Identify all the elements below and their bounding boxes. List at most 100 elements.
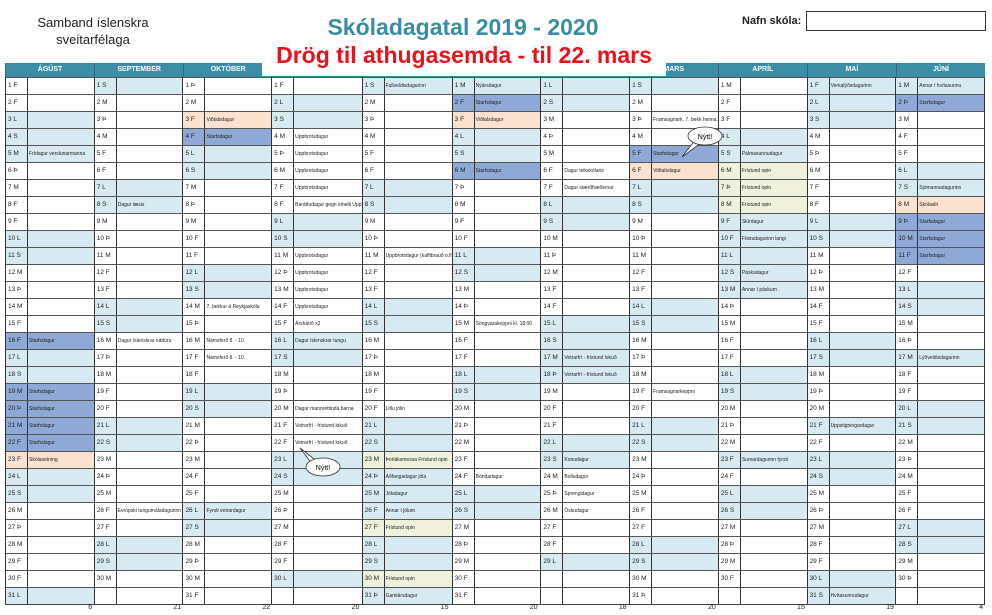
day-row[interactable]: 14 M 7. bekkur á Reykjaskóla	[183, 298, 272, 315]
day-row[interactable]	[896, 587, 984, 604]
day-row[interactable]: 28 S	[896, 536, 984, 553]
day-row[interactable]: 20 M	[452, 400, 541, 417]
day-row[interactable]: 28 Þ	[718, 536, 807, 553]
day-row[interactable]: 17 Þ	[630, 349, 718, 366]
day-row[interactable]: 14 L	[630, 298, 718, 315]
day-row[interactable]: 1 F Verkalýðsdagurinn	[807, 77, 896, 94]
day-row[interactable]: 3 F Viðtalsdagur	[183, 111, 272, 128]
day-row[interactable]: 16 M Námsferð 8. - 10.	[183, 332, 272, 349]
day-row[interactable]: 9 Þ Starfsdagur	[896, 213, 984, 230]
day-row[interactable]: 15 F	[807, 315, 896, 332]
day-row[interactable]: 20 M	[807, 400, 896, 417]
day-row[interactable]: 20 F Litlu jólin	[362, 400, 452, 417]
day-row[interactable]: 20 F	[630, 400, 718, 417]
day-row[interactable]: 29 F	[272, 553, 362, 570]
day-row[interactable]: 28 M	[183, 536, 272, 553]
day-row[interactable]: 13 F	[94, 281, 183, 298]
day-row[interactable]: 1 F	[6, 77, 94, 94]
day-row[interactable]: 29 M	[718, 553, 807, 570]
day-row[interactable]: 6 F Viðtalsdagur	[630, 162, 718, 179]
day-row[interactable]: 20 F	[541, 400, 630, 417]
day-row[interactable]: 26 L Fyrsti vetrardagur	[183, 502, 272, 519]
day-row[interactable]: 15 S	[630, 315, 718, 332]
day-row[interactable]: 26 F	[896, 502, 984, 519]
day-row[interactable]: 27 F	[541, 519, 630, 536]
day-row[interactable]: 3 M	[541, 111, 630, 128]
day-row[interactable]: 19 F Framsagnarkeppni	[630, 383, 718, 400]
day-row[interactable]: 29 S	[362, 553, 452, 570]
day-row[interactable]: 10 M	[541, 230, 630, 247]
day-row[interactable]: 7 Þ	[452, 179, 541, 196]
day-row[interactable]: 18 L	[718, 366, 807, 383]
day-row[interactable]: 5 S	[452, 145, 541, 162]
day-row[interactable]: 23 L	[807, 451, 896, 468]
day-row[interactable]: 14 F	[807, 298, 896, 315]
day-row[interactable]: 17 F	[718, 349, 807, 366]
day-row[interactable]: 8 S Dagur læsis	[94, 196, 183, 213]
day-row[interactable]: 18 S	[6, 366, 94, 383]
day-row[interactable]: 21 Þ	[452, 417, 541, 434]
day-row[interactable]: 2 F Starfsdagur	[452, 94, 541, 111]
day-row[interactable]: 24 Þ Aðfangadagur jóla	[362, 468, 452, 485]
day-row[interactable]: 28 F	[272, 536, 362, 553]
day-row[interactable]: 29 F	[807, 553, 896, 570]
day-row[interactable]: 12 F	[896, 264, 984, 281]
day-row[interactable]: 5 F	[362, 145, 452, 162]
day-row[interactable]: 15 M Söngvarakeppni kl. 18:00	[452, 315, 541, 332]
day-row[interactable]: 10 Þ	[362, 230, 452, 247]
day-row[interactable]: 13 M Annar í páskum	[718, 281, 807, 298]
day-row[interactable]: 10 F	[183, 230, 272, 247]
day-row[interactable]: 14 Þ	[452, 298, 541, 315]
day-row[interactable]: 25 M	[630, 485, 718, 502]
day-row[interactable]: 8 F	[6, 196, 94, 213]
day-row[interactable]: 17 M Vetrarfrí - frístund lokuð	[541, 349, 630, 366]
day-row[interactable]: 22 M	[896, 434, 984, 451]
day-row[interactable]: 13 M	[452, 281, 541, 298]
day-row[interactable]: 6 F	[362, 162, 452, 179]
day-row[interactable]: 13 F	[362, 281, 452, 298]
day-row[interactable]: 28 L	[94, 536, 183, 553]
day-row[interactable]: 8 M Skólaslit	[896, 196, 984, 213]
day-row[interactable]: 22 F	[807, 434, 896, 451]
day-row[interactable]	[94, 587, 183, 604]
day-row[interactable]: 20 Þ Starfsdagur	[6, 400, 94, 417]
day-row[interactable]: 30 M	[94, 570, 183, 587]
day-row[interactable]: 7 Þ Frístund opin	[718, 179, 807, 196]
day-row[interactable]: 8 S	[630, 196, 718, 213]
day-row[interactable]: 16 F	[718, 332, 807, 349]
day-row[interactable]: 4 M Uppbrotsdagur	[272, 128, 362, 145]
day-row[interactable]: 9 F Skírdagur	[718, 213, 807, 230]
day-row[interactable]: 15 S	[362, 315, 452, 332]
day-row[interactable]: 8 Þ	[183, 196, 272, 213]
day-row[interactable]: 14 Þ	[718, 298, 807, 315]
day-row[interactable]: 17 S	[272, 349, 362, 366]
day-row[interactable]: 19 Þ	[807, 383, 896, 400]
day-row[interactable]: 25 L	[452, 485, 541, 502]
day-row[interactable]: 5 L	[183, 145, 272, 162]
day-row[interactable]: 26 F	[630, 502, 718, 519]
day-row[interactable]: 11 M	[807, 247, 896, 264]
day-row[interactable]: 12 S	[452, 264, 541, 281]
day-row[interactable]: 4 Þ	[541, 128, 630, 145]
day-row[interactable]: 4 L	[718, 128, 807, 145]
day-row[interactable]: 2 M	[94, 94, 183, 111]
day-row[interactable]: 18 M	[630, 366, 718, 383]
day-row[interactable]: 4 M	[630, 128, 718, 145]
day-row[interactable]: 19 M	[541, 383, 630, 400]
day-row[interactable]: 21 M Starfsdagur	[6, 417, 94, 434]
day-row[interactable]: 12 L	[183, 264, 272, 281]
day-row[interactable]: 21 F	[541, 417, 630, 434]
day-row[interactable]	[272, 587, 362, 604]
day-row[interactable]: 9 F	[452, 213, 541, 230]
day-row[interactable]: 2 Þ Starfsdagur	[896, 94, 984, 111]
day-row[interactable]: 6 F	[94, 162, 183, 179]
day-row[interactable]: 19 F	[896, 383, 984, 400]
day-row[interactable]: 11 M	[94, 247, 183, 264]
day-row[interactable]: 28 L	[630, 536, 718, 553]
day-row[interactable]: 7 L	[362, 179, 452, 196]
day-row[interactable]: 28 F	[541, 536, 630, 553]
day-row[interactable]: 1 M Nýársdagur	[452, 77, 541, 94]
day-row[interactable]: 6 F Dagur leikskólans	[541, 162, 630, 179]
day-row[interactable]: 9 L	[272, 213, 362, 230]
day-row[interactable]: 3 Þ	[362, 111, 452, 128]
